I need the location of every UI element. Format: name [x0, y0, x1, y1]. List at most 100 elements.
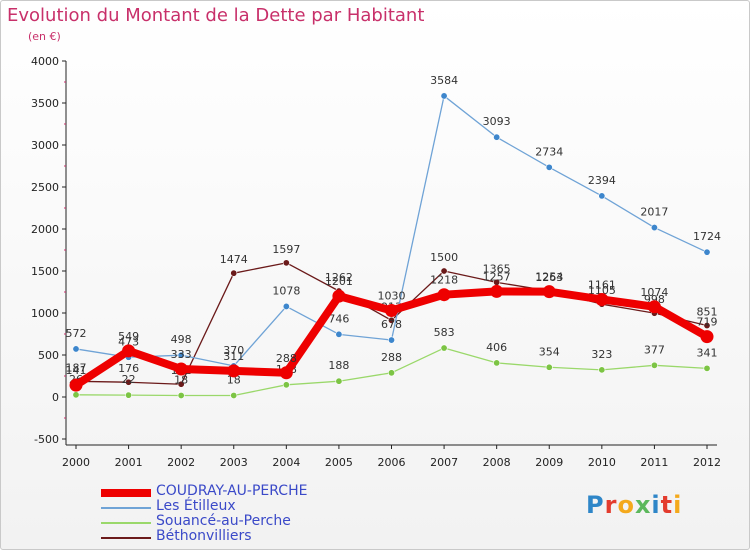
y-tick-label: 3500 — [31, 97, 59, 110]
data-label: 341 — [697, 346, 718, 359]
x-tick-label: 2006 — [378, 456, 406, 469]
logo-letter: t — [660, 491, 674, 519]
data-label: 3093 — [483, 115, 511, 128]
logo-letter: r — [604, 491, 618, 519]
data-point — [174, 362, 188, 376]
data-label: 2017 — [640, 206, 668, 219]
data-point — [335, 330, 343, 338]
logo-letter: i — [651, 491, 661, 519]
x-tick-label: 2005 — [325, 456, 353, 469]
chart-subtitle: (en €) — [28, 30, 61, 43]
data-point — [703, 364, 711, 372]
y-tick-label: 2500 — [31, 181, 59, 194]
y-tick-label: 2000 — [31, 223, 59, 236]
y-tick-label: 500 — [38, 349, 59, 362]
data-label: 746 — [328, 312, 349, 325]
y-tick-label: 0 — [52, 391, 59, 404]
data-point — [440, 267, 448, 275]
legend-swatch — [101, 489, 151, 497]
data-label: 1724 — [693, 230, 721, 243]
data-point — [279, 366, 293, 380]
legend-swatch — [101, 522, 151, 524]
data-point — [282, 302, 290, 310]
data-point — [230, 391, 238, 399]
data-point — [545, 363, 553, 371]
logo-letter: P — [586, 491, 605, 519]
data-label: 1263 — [535, 271, 563, 284]
data-label: 1074 — [640, 286, 668, 299]
data-point — [125, 391, 133, 399]
data-point — [385, 303, 398, 317]
data-point — [72, 345, 80, 353]
data-point — [122, 344, 136, 358]
data-label: 498 — [171, 333, 192, 346]
data-label: 1500 — [430, 251, 458, 264]
data-label: 3584 — [430, 74, 458, 87]
y-tick-label: 1000 — [31, 307, 59, 320]
x-tick-label: 2009 — [535, 456, 563, 469]
data-label: 406 — [486, 341, 507, 354]
chart-title: Evolution du Montant de la Dette par Hab… — [7, 5, 425, 26]
data-point — [177, 380, 185, 388]
data-label: 678 — [381, 318, 402, 331]
legend-swatch — [101, 507, 151, 509]
data-label: 288 — [381, 351, 402, 364]
data-label: 851 — [697, 306, 718, 319]
data-point — [177, 351, 185, 359]
logo-letter: o — [617, 491, 635, 519]
data-label: 377 — [644, 343, 665, 356]
data-point — [437, 288, 451, 302]
data-point — [177, 391, 185, 399]
data-label: 583 — [434, 326, 455, 339]
data-label: 1105 — [588, 284, 616, 297]
x-tick-label: 2011 — [640, 456, 668, 469]
data-point — [230, 269, 238, 277]
data-label: 1201 — [325, 275, 353, 288]
data-label: 370 — [223, 344, 244, 357]
x-tick-label: 2012 — [693, 456, 721, 469]
data-label: 333 — [171, 348, 192, 361]
data-label: 141 — [66, 364, 87, 377]
data-label: 1597 — [272, 243, 300, 256]
logo-letter: i — [673, 491, 683, 519]
data-label: 1218 — [430, 274, 458, 287]
data-label: 1161 — [588, 278, 616, 291]
data-point — [703, 322, 711, 330]
data-point — [440, 344, 448, 352]
x-tick-label: 2010 — [588, 456, 616, 469]
x-tick-label: 2001 — [115, 456, 143, 469]
data-label: 1262 — [325, 271, 353, 284]
data-point — [387, 369, 395, 377]
data-label: 323 — [591, 348, 612, 361]
data-label: 311 — [223, 350, 244, 363]
data-point — [440, 92, 448, 100]
y-tick-label: 3000 — [31, 139, 59, 152]
data-point — [227, 364, 241, 378]
y-tick-label: 4000 — [31, 55, 59, 68]
data-point — [598, 366, 606, 374]
data-label: 176 — [118, 362, 139, 375]
data-label: 18 — [227, 373, 241, 386]
y-tick-label: -500 — [34, 433, 59, 446]
data-point — [335, 377, 343, 385]
legend-label: Les Étilleux — [156, 498, 236, 514]
data-label: 2734 — [535, 145, 563, 158]
x-tick-label: 2008 — [483, 456, 511, 469]
x-tick-label: 2004 — [272, 456, 300, 469]
data-label: 188 — [328, 359, 349, 372]
data-label: 354 — [539, 345, 560, 358]
logo-letter: x — [634, 491, 652, 519]
data-point — [490, 284, 504, 298]
data-point — [598, 192, 606, 200]
x-tick-label: 2007 — [430, 456, 458, 469]
data-point — [387, 316, 395, 324]
data-label: 288 — [276, 352, 297, 365]
legend-label: Souancé-au-Perche — [156, 513, 291, 529]
data-point — [545, 163, 553, 171]
data-point — [493, 359, 501, 367]
data-point — [700, 330, 714, 344]
data-label: 1254 — [535, 271, 563, 284]
data-label: 549 — [118, 330, 139, 343]
